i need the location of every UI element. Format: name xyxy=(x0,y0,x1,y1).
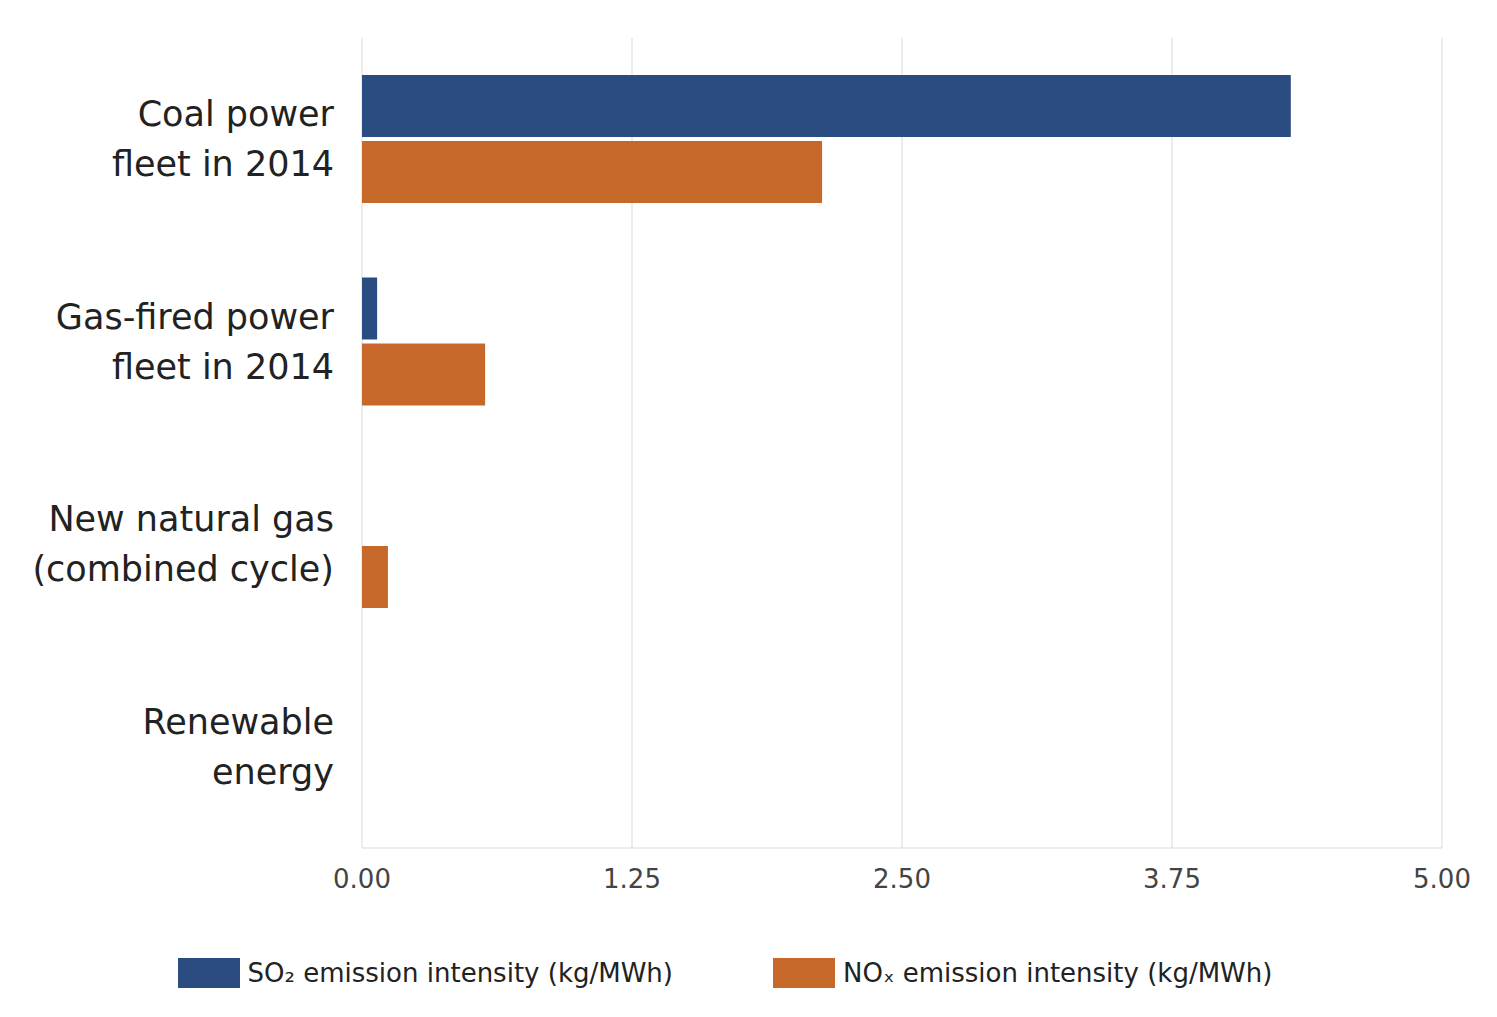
svg-text:5.00: 5.00 xyxy=(1413,864,1471,894)
html-text:NOₓ emission intensity (kg/MWh: NOₓ emission intensity (kg/MWh) xyxy=(843,958,1273,988)
svg-text:1.25: 1.25 xyxy=(603,864,661,894)
svg-text:Coal powerfleet in 2014: Coal powerfleet in 2014 xyxy=(112,94,335,184)
svg-text:3.75: 3.75 xyxy=(1143,864,1201,894)
svg-text:New natural gas(combined cycle: New natural gas(combined cycle) xyxy=(32,499,334,589)
html-text:SO₂ emission intensity (kg/MWh: SO₂ emission intensity (kg/MWh) xyxy=(247,958,673,988)
svg-text:2.50: 2.50 xyxy=(873,864,931,894)
svg-text:Renewableenergy: Renewableenergy xyxy=(142,702,334,792)
svg-text:Gas-fired powerfleet in 2014: Gas-fired powerfleet in 2014 xyxy=(56,297,335,387)
svg-text:0.00: 0.00 xyxy=(333,864,391,894)
